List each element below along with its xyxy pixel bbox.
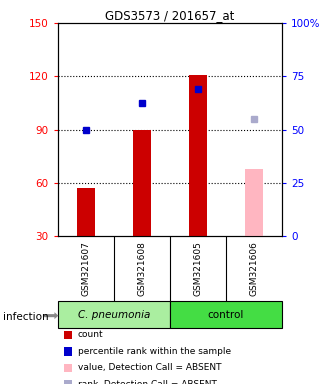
Text: GSM321605: GSM321605	[193, 242, 203, 296]
Bar	[189, 74, 207, 236]
Bar	[77, 188, 95, 236]
Text: GSM321606: GSM321606	[249, 242, 259, 296]
Text: percentile rank within the sample: percentile rank within the sample	[78, 347, 231, 356]
Text: infection: infection	[3, 312, 49, 322]
Bar	[133, 129, 151, 236]
Text: GSM321608: GSM321608	[137, 242, 147, 296]
Bar	[58, 301, 170, 328]
Text: count: count	[78, 330, 103, 339]
Text: GSM321607: GSM321607	[81, 242, 90, 296]
Text: control: control	[208, 310, 244, 320]
Text: rank, Detection Call = ABSENT: rank, Detection Call = ABSENT	[78, 380, 216, 384]
Bar	[245, 169, 263, 236]
Text: C. pneumonia: C. pneumonia	[78, 310, 150, 320]
Bar	[170, 301, 282, 328]
Title: GDS3573 / 201657_at: GDS3573 / 201657_at	[105, 9, 235, 22]
Text: value, Detection Call = ABSENT: value, Detection Call = ABSENT	[78, 363, 221, 372]
